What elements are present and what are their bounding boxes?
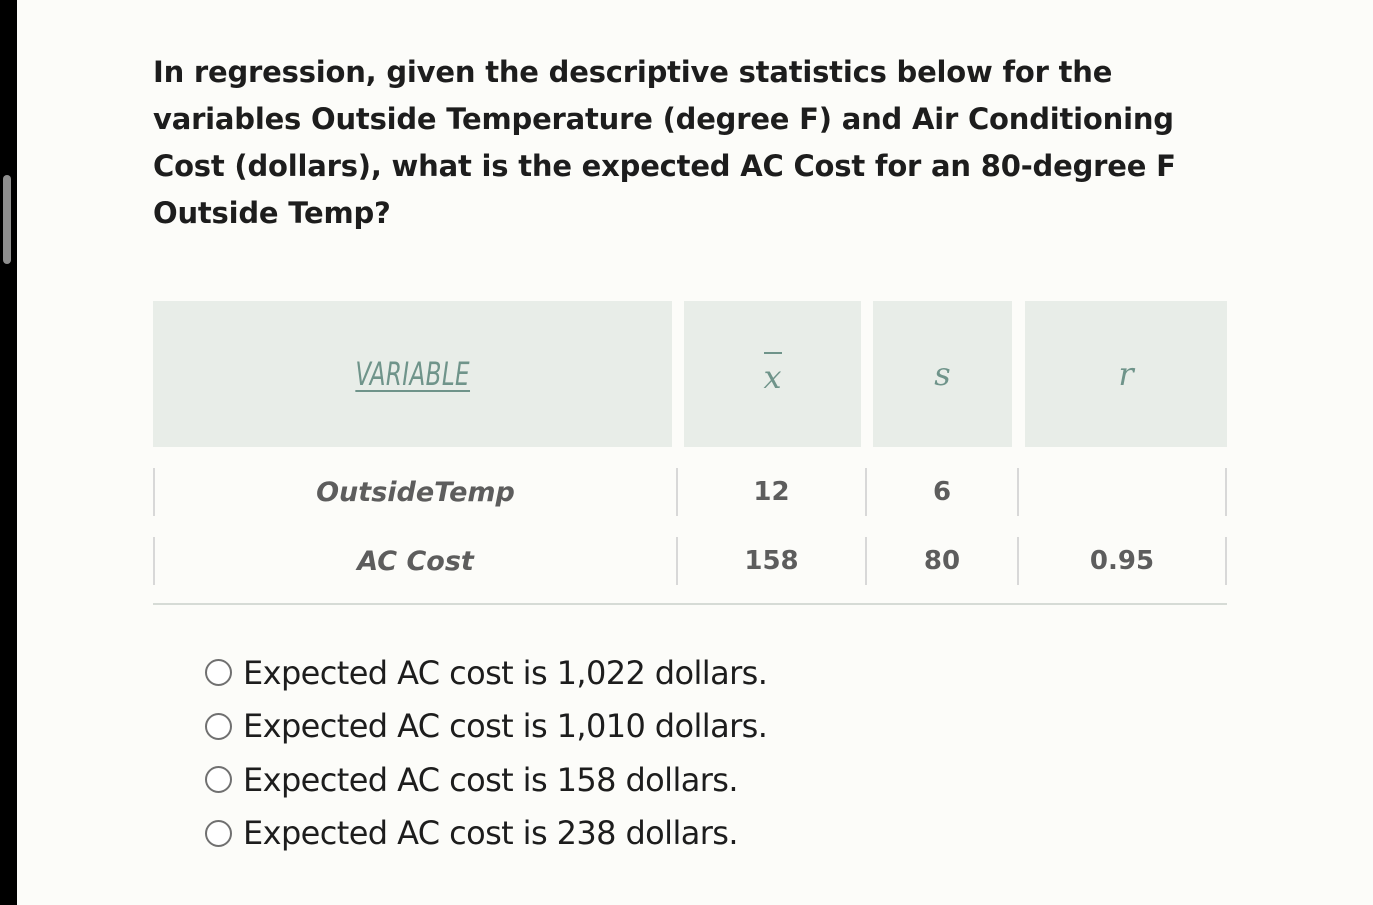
header-mean: x [763,352,782,396]
column-divider [676,468,678,516]
column-divider [1017,468,1019,516]
column-divider [1017,537,1019,585]
header-r-symbol: r [1118,355,1134,393]
column-divider [865,537,867,585]
header-sd-cell: s [873,301,1012,447]
answer-option-3[interactable]: Expected AC cost is 158 dollars. [205,753,767,807]
radio-button[interactable] [205,766,232,794]
overline-mark [764,352,782,354]
radio-button[interactable] [205,659,232,687]
answer-options: Expected AC cost is 1,022 dollars. Expec… [205,646,768,861]
radio-button[interactable] [205,819,232,847]
answer-option-label[interactable]: Expected AC cost is 238 dollars. [243,814,739,853]
scrollbar-thumb[interactable] [3,175,11,264]
header-mean-cell: x [684,301,861,447]
column-divider [153,537,155,585]
header-mean-symbol: x [763,358,782,396]
row-1-r [1019,468,1225,516]
question-text: In regression, given the descriptive sta… [153,55,1176,230]
column-divider [1225,468,1227,516]
row-2-variable: AC Cost [357,545,474,577]
question-page: In regression, given the descriptive sta… [17,0,1373,905]
column-divider [153,468,155,516]
answer-option-label[interactable]: Expected AC cost is 1,022 dollars. [243,653,768,692]
row-2-mean: 158 [744,546,799,576]
answer-option-1[interactable]: Expected AC cost is 1,022 dollars. [205,646,768,700]
row-1-mean: 12 [753,477,790,507]
row-2-r: 0.95 [1089,546,1155,576]
row-2-sd: 80 [923,546,961,576]
header-r-cell: r [1025,301,1227,447]
answer-option-label[interactable]: Expected AC cost is 1,010 dollars. [243,707,768,746]
column-divider [865,468,867,516]
answer-option-4[interactable]: Expected AC cost is 238 dollars. [205,807,767,861]
column-divider [676,537,678,585]
radio-button[interactable] [205,712,232,740]
row-1-sd: 6 [932,477,952,507]
answer-option-label[interactable]: Expected AC cost is 158 dollars. [243,760,739,799]
header-variable: VARIABLE [355,355,470,393]
header-sd-symbol: s [934,355,951,393]
header-variable-cell: VARIABLE [153,301,672,447]
row-1-variable: OutsideTemp [316,476,515,508]
column-divider [1225,537,1227,585]
table-bottom-rule [153,603,1227,605]
answer-option-2[interactable]: Expected AC cost is 1,010 dollars. [205,700,768,754]
